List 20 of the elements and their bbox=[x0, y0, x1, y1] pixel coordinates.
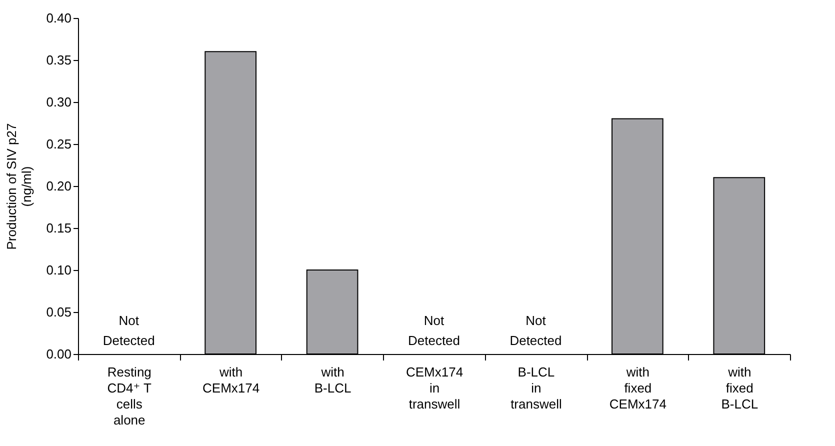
y-tick-label: 0.00 bbox=[46, 346, 72, 362]
x-tick-label: CEMx174 in transwell bbox=[406, 364, 464, 412]
x-tick-label: with fixed CEMx174 bbox=[609, 364, 666, 412]
annotation: Not Detected bbox=[408, 313, 460, 348]
x-tick-label: with B-LCL bbox=[314, 364, 352, 396]
y-tick-label: 0.25 bbox=[46, 136, 72, 152]
y-tick-label: 0.10 bbox=[46, 262, 72, 278]
y-tick-label: 0.40 bbox=[46, 10, 72, 26]
x-tick-label: with CEMx174 bbox=[202, 364, 260, 396]
y-tick-label: 0.20 bbox=[46, 178, 72, 194]
y-tick-label: 0.35 bbox=[46, 52, 72, 68]
annotation: Not Detected bbox=[510, 313, 562, 348]
y-axis-title: Production of SIV p27 (ng/ml) bbox=[4, 123, 34, 250]
y-tick-label: 0.05 bbox=[46, 304, 72, 320]
x-tick-label: Resting CD4⁺ T cells alone bbox=[107, 364, 152, 428]
y-tick-label: 0.15 bbox=[46, 220, 72, 236]
x-tick-label: B-LCL in transwell bbox=[510, 364, 562, 412]
y-tick-label: 0.30 bbox=[46, 94, 72, 110]
annotation: Not Detected bbox=[102, 313, 155, 348]
x-tick-label: with fixed B-LCL bbox=[721, 364, 758, 412]
